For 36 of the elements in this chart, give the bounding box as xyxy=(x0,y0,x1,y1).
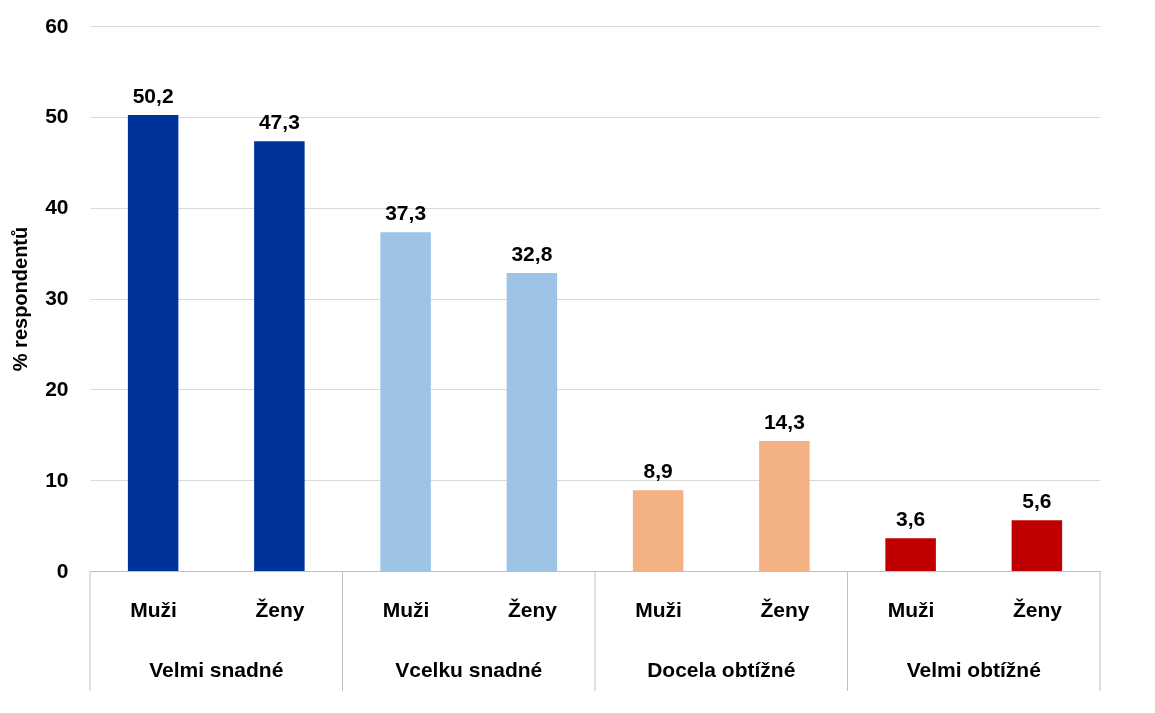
text: Vcelku snadné xyxy=(395,658,543,681)
y-tick-label: 40 xyxy=(45,195,69,219)
y-tick-label: 60 xyxy=(45,13,69,37)
bar xyxy=(254,141,305,571)
bar xyxy=(1011,520,1063,571)
x-tick-label: Muži xyxy=(130,597,177,621)
y-tick-label: 50 xyxy=(45,104,69,128)
data-label: 14,3 xyxy=(763,410,805,434)
y-tick-label: 0 xyxy=(56,558,69,582)
bar xyxy=(885,538,936,571)
text: Velmi snadné xyxy=(149,658,284,681)
x-tick-label: Ženy xyxy=(507,597,558,621)
bar xyxy=(506,273,558,571)
x-tick-label: Muži xyxy=(635,597,682,621)
data-label: 50,2 xyxy=(132,84,174,108)
data-label: 3,6 xyxy=(896,507,926,531)
y-tick-label: 20 xyxy=(45,376,69,400)
y-tick-label: 10 xyxy=(45,467,69,491)
x-tick-label: Ženy xyxy=(1012,597,1063,621)
text: Velmi obtížné xyxy=(906,658,1041,681)
data-label: 8,9 xyxy=(643,459,673,483)
x-tick-label: Ženy xyxy=(255,597,305,621)
data-label: 32,8 xyxy=(511,242,553,266)
data-label: 37,3 xyxy=(385,201,427,225)
text: Docela obtížné xyxy=(647,658,796,681)
bar xyxy=(632,490,684,571)
bar xyxy=(759,441,810,571)
x-tick-label: Muži xyxy=(382,597,430,621)
bar xyxy=(380,232,431,571)
x-tick-label: Ženy xyxy=(760,597,810,621)
bar xyxy=(127,115,179,571)
y-axis-title: % respondentů xyxy=(9,226,32,372)
data-label: 5,6 xyxy=(1022,489,1052,513)
data-label: 47,3 xyxy=(258,110,300,134)
x-tick-label: Muži xyxy=(887,597,935,621)
y-tick-label: 30 xyxy=(45,286,69,309)
